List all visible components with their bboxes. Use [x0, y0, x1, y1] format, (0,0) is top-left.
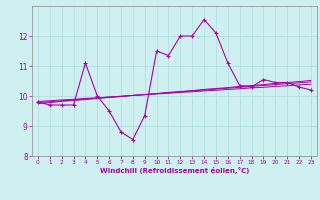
- X-axis label: Windchill (Refroidissement éolien,°C): Windchill (Refroidissement éolien,°C): [100, 167, 249, 174]
